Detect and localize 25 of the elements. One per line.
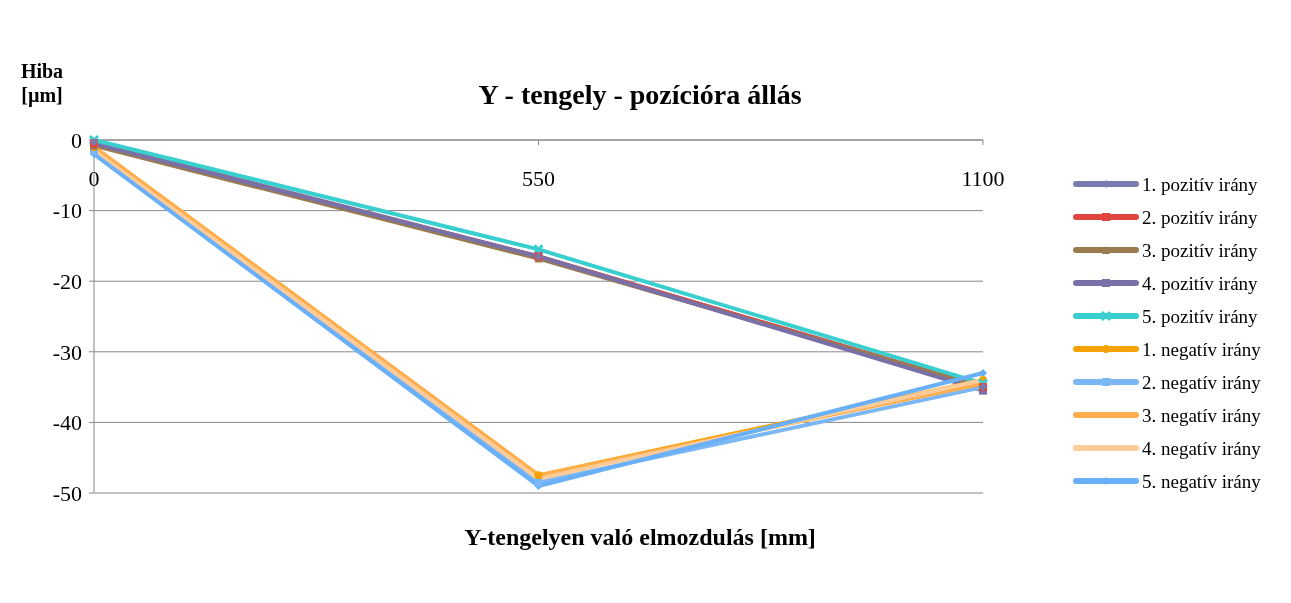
x-tick-label: 0 bbox=[88, 166, 100, 191]
y-tick-label: -10 bbox=[52, 198, 82, 224]
chart-title: Y - tengely - pozícióra állás bbox=[478, 79, 802, 110]
legend-label: 4. pozitív irány bbox=[1142, 272, 1259, 294]
point bbox=[979, 368, 987, 377]
point bbox=[533, 243, 544, 255]
legend-label: 5. pozitív irány bbox=[1142, 305, 1259, 327]
legend-label: 2. negatív irány bbox=[1142, 371, 1262, 393]
legend-label: 3. negatív irány bbox=[1142, 404, 1262, 426]
legend-label: 2. pozitív irány bbox=[1142, 206, 1259, 228]
y-tick-label: -30 bbox=[52, 339, 82, 365]
y-tick-label: -50 bbox=[52, 480, 82, 506]
y-axis-title: Hiba [µm] bbox=[20, 60, 64, 107]
y-tick-label: -20 bbox=[52, 268, 82, 294]
y-tick-label: -40 bbox=[52, 410, 82, 436]
x-tick-label: 550 bbox=[522, 166, 555, 191]
point bbox=[534, 471, 543, 480]
legend-label: 4. negatív irány bbox=[1142, 437, 1262, 459]
x-axis-title: Y-tengelyen való elmozdulás [mm] bbox=[464, 524, 816, 550]
legend-label: 5. negatív irány bbox=[1142, 470, 1262, 492]
legend-label: 1. negatív irány bbox=[1142, 338, 1262, 360]
x-tick-label: 1100 bbox=[961, 166, 1005, 191]
legend-label: 3. pozitív irány bbox=[1142, 239, 1259, 261]
legend-label: 1. pozitív irány bbox=[1142, 173, 1259, 195]
y-tick-label: 0 bbox=[71, 127, 82, 153]
